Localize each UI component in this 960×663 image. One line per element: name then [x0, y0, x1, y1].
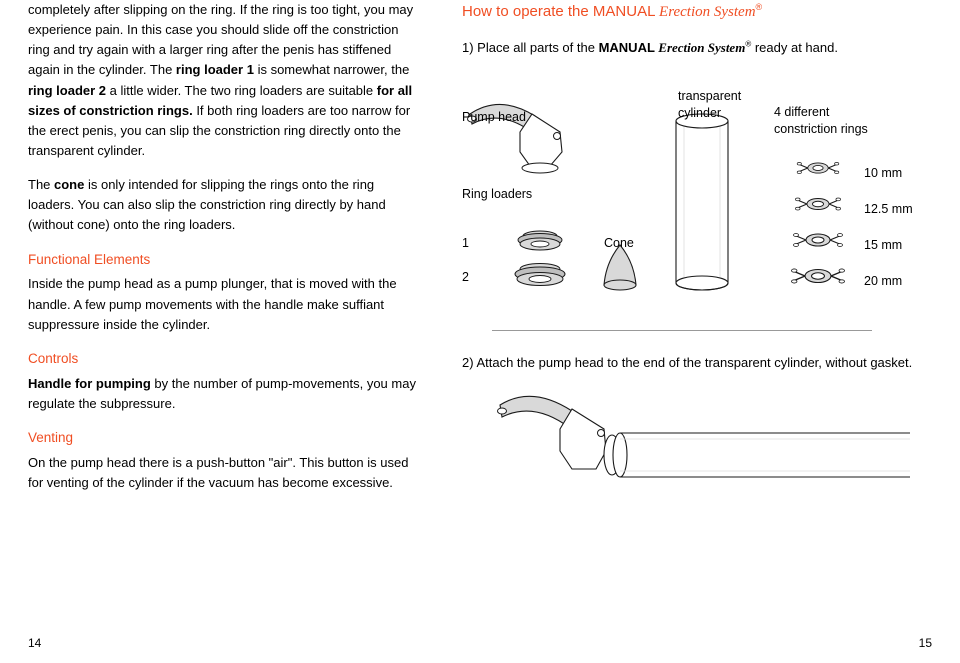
page-number-left: 14: [28, 634, 41, 653]
functional-elements-body: Inside the pump head as a pump plunger, …: [28, 274, 416, 334]
label-ring-loaders: Ring loaders: [462, 186, 532, 202]
divider: [492, 330, 872, 331]
label-15mm: 15 mm: [864, 236, 902, 255]
step-1: 1) Place all parts of the MANUAL Erectio…: [462, 38, 932, 58]
para-ring-sizes: completely after slipping on the ring. I…: [28, 0, 416, 161]
label-cone: Cone: [604, 234, 634, 253]
right-column: How to operate the MANUAL Erection Syste…: [462, 0, 932, 507]
venting-heading: Venting: [28, 428, 416, 449]
label-pump-head: Pump head: [462, 108, 526, 127]
para-cone: The cone is only intended for slipping t…: [28, 175, 416, 235]
label-transparent-cylinder: transparentcylinder: [678, 88, 741, 121]
step2-illustration-icon: [492, 388, 932, 498]
step-2: 2) Attach the pump head to the end of th…: [462, 353, 932, 373]
controls-body: Handle for pumping by the number of pump…: [28, 374, 416, 414]
label-12mm: 12.5 mm: [864, 200, 913, 219]
label-constriction-rings: 4 differentconstriction rings: [774, 104, 868, 137]
operate-heading: How to operate the MANUAL Erection Syste…: [462, 0, 932, 24]
venting-body: On the pump head there is a push-button …: [28, 453, 416, 493]
page-number-right: 15: [919, 634, 932, 653]
label-20mm: 20 mm: [864, 272, 902, 291]
parts-diagram: Pump head Ring loaders 1 2 Cone transpar…: [462, 72, 932, 312]
left-column: completely after slipping on the ring. I…: [28, 0, 416, 507]
label-2: 2: [462, 268, 469, 287]
label-1: 1: [462, 234, 469, 253]
functional-elements-heading: Functional Elements: [28, 250, 416, 271]
label-10mm: 10 mm: [864, 164, 902, 183]
controls-heading: Controls: [28, 349, 416, 370]
